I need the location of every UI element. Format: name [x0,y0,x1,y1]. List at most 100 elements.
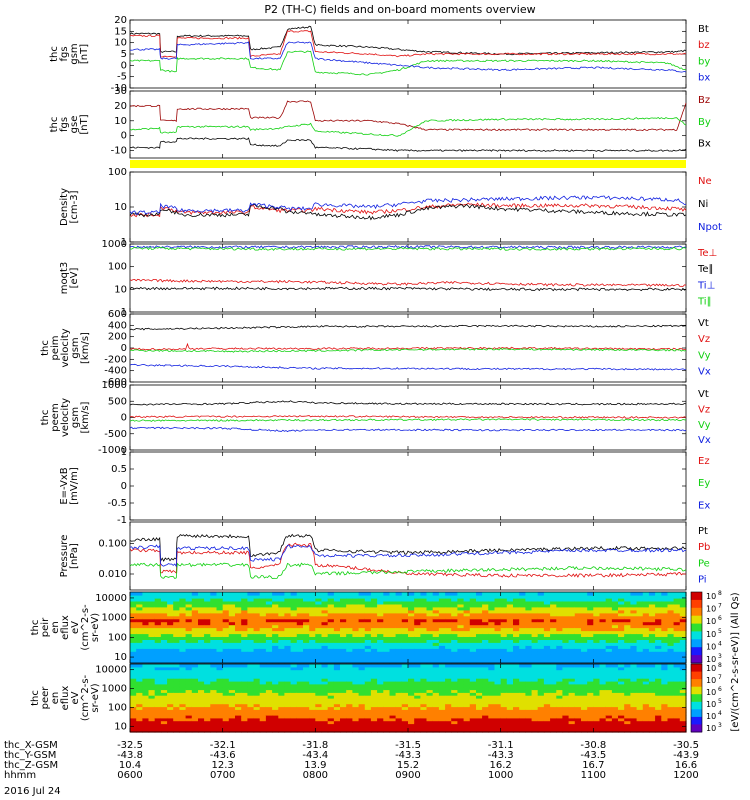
spectrogram-cell [290,615,298,620]
spectrogram-cell [364,689,372,693]
spectrogram-cell [296,633,304,637]
spectrogram-cell [593,609,601,614]
spectrogram-cell [599,600,607,605]
spectrogram-cell [476,615,483,620]
spectrogram-cell [136,686,143,691]
spectrogram-cell [457,700,465,705]
panel-frame [129,243,687,313]
spectrogram-cell [210,615,218,620]
spectrogram-cell [476,595,483,599]
spectrogram-cell [216,715,224,719]
spectrogram-cell [333,609,341,614]
spectrogram-cell [438,636,446,640]
spectrogram-cell [488,695,496,699]
spectrogram-cell [253,630,261,635]
spectrogram-cell [228,715,236,719]
spectrogram-cell [636,698,644,702]
spectrogram-cell [340,648,347,652]
spectrogram-cell [506,597,514,602]
spectrogram-cell [253,686,261,691]
spectrogram-cell [167,642,174,646]
spectrogram-cell [321,706,329,710]
spectrogram-cell [426,715,434,719]
spectrogram-cell [451,664,458,668]
spectrogram-cell [513,597,520,602]
spectrogram-cell [148,639,156,643]
spectrogram-cell [198,692,205,696]
spectrogram-cell [624,717,631,722]
spectrogram-cell [667,612,675,617]
spectrogram-cell [445,715,452,719]
spectrogram-cell [333,630,341,635]
spectrogram-cell [574,618,582,623]
y-axis-label: [km/s] [80,332,91,364]
spectrogram-cell [389,664,397,668]
spectrogram-cell [191,606,199,611]
spectrogram-cell [154,636,162,640]
spectrogram-cell [185,603,193,608]
spectrogram-cell [648,712,656,716]
spectrogram-cell [383,715,391,719]
spectrogram-cell [204,720,211,725]
spectrogram-cell [525,666,533,671]
spectrogram-cell [235,720,242,725]
spectrogram-cell [235,723,242,727]
spectrogram-cell [259,695,267,699]
spectrogram-cell [241,729,248,733]
spectrogram-cell [296,698,304,702]
spectrogram-cell [370,700,378,705]
spectrogram-cell [476,609,483,614]
spectrogram-cell [173,712,180,716]
legend-label: Ez [698,456,710,467]
spectrogram-cell [550,703,557,708]
spectrogram-cell [228,712,236,716]
spectrogram-cell [327,703,335,708]
spectrogram-cell [191,675,199,679]
spectrogram-cell [241,726,248,730]
spectrogram-cell [574,698,582,702]
spectrogram-cell [679,681,687,685]
spectrogram-cell [383,664,391,668]
spectrogram-cell [562,700,570,705]
spectrogram-cell [679,664,687,668]
spectrogram-cell [352,675,360,679]
spectrogram-cell [482,621,489,626]
spectrogram-cell [370,612,378,617]
spectrogram-cell [519,657,526,661]
spectrogram-cell [259,648,267,652]
spectrogram-cell [284,715,292,719]
y-tick-label: 600 [108,309,127,320]
spectrogram-cell [130,624,137,629]
spectrogram-cell [309,686,316,691]
spectrogram-cell [636,683,644,688]
spectrogram-cell [420,621,428,626]
spectrogram-cell [556,666,564,671]
spectrogram-cell [364,709,372,713]
spectrogram-cell [636,695,644,699]
spectrogram-cell [457,726,465,730]
spectrogram-cell [198,633,205,637]
spectrogram-cell [568,689,576,693]
spectrogram-cell [420,689,428,693]
spectrogram-cell [401,648,409,652]
spectrogram-cell [130,592,137,596]
spectrogram-cell [167,618,174,623]
spectrogram-cell [488,678,496,682]
spectrogram-cell [136,603,143,608]
spectrogram-cell [500,627,508,632]
spectrogram-cell [543,706,551,710]
spectrogram-cell [587,639,594,643]
spectrogram-cell [494,660,502,664]
spectrogram-cell [327,642,335,646]
spectrogram-cell [191,612,199,617]
spectrogram-cell [482,612,489,617]
spectrogram-cell [618,636,625,640]
spectrogram-cell [130,698,137,702]
spectrogram-cell [661,654,669,658]
spectrogram-cell [451,630,458,635]
spectrogram-cell [494,666,502,671]
spectrogram-cell [519,624,526,629]
spectrogram-cell [198,681,205,685]
spectrogram-cell [550,612,557,617]
spectrogram-cell [624,648,631,652]
